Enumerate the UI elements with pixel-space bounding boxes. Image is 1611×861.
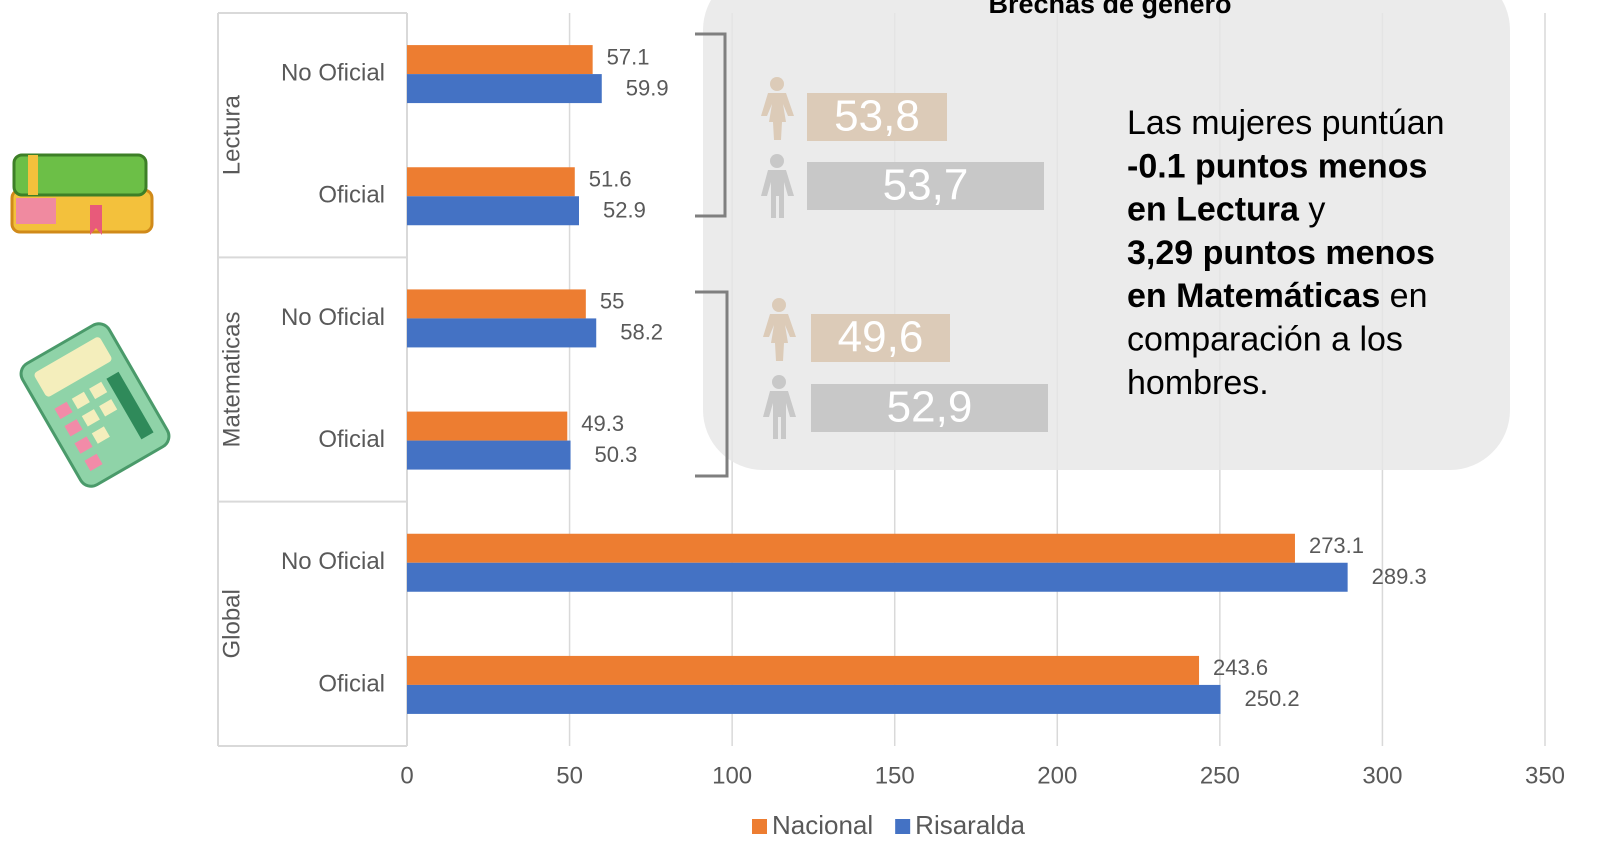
legend: Nacional Risaralda [752, 810, 1026, 840]
y-tick-label: Oficial [318, 182, 385, 209]
x-tick-label: 250 [1200, 762, 1240, 789]
x-tick-label: 300 [1362, 762, 1402, 789]
y-tick-label: Oficial [318, 670, 385, 697]
bar [407, 440, 571, 470]
bracket [695, 32, 727, 218]
note: Las mujeres puntúan -0.1 puntos menos en L… [1127, 104, 1445, 402]
value-label: 58.2 [620, 320, 663, 345]
plot: 0 50 100 150 200 250 300 350 Lectura Matematicas G… [217, 12, 1565, 789]
bar [407, 411, 568, 441]
bar [407, 74, 602, 104]
note-text: hombres. [1127, 364, 1269, 402]
value-label: 289.3 [1372, 564, 1427, 589]
gender-value: 53,7 [883, 161, 969, 210]
x-tick-label: 200 [1037, 762, 1077, 789]
y-tick-label: No Oficial [281, 304, 385, 331]
note-text: 3,29 puntos menos [1127, 234, 1435, 272]
x-tick-label: 50 [556, 762, 583, 789]
note-text: en Lectura [1127, 191, 1300, 229]
group-label: Lectura [218, 94, 245, 175]
calculator-icon [19, 322, 171, 488]
value-label: 250.2 [1245, 686, 1300, 711]
gender-box [811, 384, 1048, 432]
books-icon [10, 153, 154, 235]
panel-title: Brechas de género [988, 0, 1231, 19]
bar [407, 167, 575, 197]
legend-label: Nacional [772, 810, 873, 840]
bar [407, 684, 1221, 714]
group-label: Global [218, 589, 245, 658]
value-label: 55 [600, 289, 624, 314]
value-label: 51.6 [589, 167, 632, 192]
note-text: Las mujeres puntúan [1127, 104, 1445, 142]
value-label: 59.9 [626, 75, 669, 100]
female-icon [763, 298, 796, 361]
male-icon [761, 154, 794, 218]
legend-swatch [752, 819, 767, 834]
gender-box [811, 314, 950, 362]
gender-value: 49,6 [838, 313, 924, 362]
value-label: 243.6 [1213, 655, 1268, 680]
x-tick-label: 350 [1525, 762, 1565, 789]
note-text: en Matemáticas [1127, 277, 1380, 315]
bar [407, 655, 1200, 685]
female-icon [761, 77, 794, 140]
y-tick-label: No Oficial [281, 59, 385, 86]
bar [407, 318, 597, 348]
gender-box [807, 93, 947, 141]
x-tick-label: 150 [875, 762, 915, 789]
note-text: en [1380, 277, 1427, 315]
gender-value: 52,9 [887, 383, 973, 432]
bracket [695, 290, 729, 478]
value-label: 273.1 [1309, 533, 1364, 558]
gender-boxes: 53,8 53,7 49,6 52,9 [807, 92, 1048, 432]
bar [407, 562, 1348, 592]
note-text: -0.1 puntos menos [1127, 147, 1427, 185]
bar [407, 289, 586, 319]
value-label: 52.9 [603, 198, 646, 223]
group-label: Matematicas [218, 311, 245, 447]
y-tick-label: Oficial [318, 426, 385, 453]
male-icon [763, 375, 796, 439]
bar [407, 45, 593, 75]
note-text: comparación a los [1127, 320, 1403, 358]
value-label: 57.1 [607, 44, 650, 69]
y-tick-label: No Oficial [281, 548, 385, 575]
bar [407, 533, 1295, 563]
note-text: y [1299, 191, 1325, 229]
value-label: 49.3 [581, 411, 624, 436]
x-tick-label: 100 [712, 762, 752, 789]
legend-label: Risaralda [915, 810, 1025, 840]
gender-box [807, 162, 1044, 210]
value-label: 50.3 [595, 442, 638, 467]
legend-swatch [895, 819, 911, 834]
gender-value: 53,8 [834, 92, 920, 141]
bar [407, 196, 580, 226]
x-tick-label: 0 [400, 762, 413, 789]
